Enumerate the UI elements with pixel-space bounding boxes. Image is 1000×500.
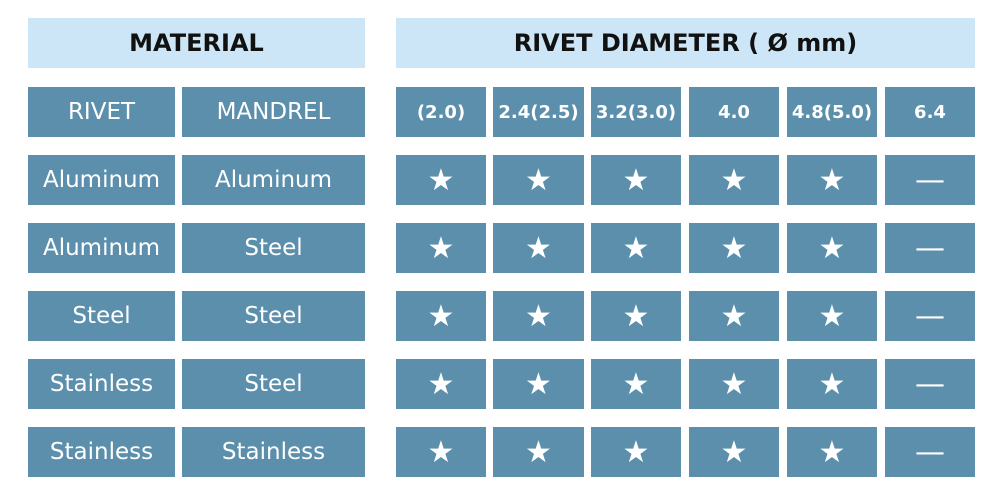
compatibility-cell: ★ bbox=[396, 223, 486, 273]
compatibility-cell: ★ bbox=[396, 155, 486, 205]
material-cell: Steel bbox=[28, 291, 175, 341]
compatibility-cell: ★ bbox=[493, 223, 584, 273]
compatibility-cell: ★ bbox=[689, 359, 779, 409]
material-cell: Aluminum bbox=[28, 155, 175, 205]
column-header: (2.0) bbox=[396, 87, 486, 137]
material-cell: Stainless bbox=[28, 359, 175, 409]
compatibility-cell: ★ bbox=[396, 291, 486, 341]
compatibility-cell: ★ bbox=[787, 291, 877, 341]
compatibility-cell: ★ bbox=[689, 291, 779, 341]
material-cell: Steel bbox=[182, 359, 365, 409]
compatibility-cell: ★ bbox=[591, 427, 681, 477]
diameter-header: RIVET DIAMETER ( Ø mm) bbox=[396, 18, 975, 68]
compatibility-cell: ★ bbox=[591, 155, 681, 205]
compatibility-cell: — bbox=[885, 359, 975, 409]
column-header: 3.2(3.0) bbox=[591, 87, 681, 137]
column-header: MANDREL bbox=[182, 87, 365, 137]
compatibility-cell: ★ bbox=[689, 427, 779, 477]
material-cell: Steel bbox=[182, 291, 365, 341]
compatibility-cell: ★ bbox=[493, 359, 584, 409]
compatibility-cell: ★ bbox=[689, 223, 779, 273]
compatibility-cell: ★ bbox=[689, 155, 779, 205]
compatibility-cell: ★ bbox=[787, 155, 877, 205]
compatibility-cell: ★ bbox=[591, 291, 681, 341]
compatibility-cell: — bbox=[885, 155, 975, 205]
compatibility-cell: ★ bbox=[396, 359, 486, 409]
compatibility-cell: ★ bbox=[493, 155, 584, 205]
compatibility-cell: ★ bbox=[787, 359, 877, 409]
column-header: 6.4 bbox=[885, 87, 975, 137]
compatibility-cell: — bbox=[885, 291, 975, 341]
material-cell: Aluminum bbox=[182, 155, 365, 205]
column-header: RIVET bbox=[28, 87, 175, 137]
column-header: 4.0 bbox=[689, 87, 779, 137]
compatibility-cell: ★ bbox=[396, 427, 486, 477]
material-cell: Stainless bbox=[182, 427, 365, 477]
material-cell: Stainless bbox=[28, 427, 175, 477]
column-header: 2.4(2.5) bbox=[493, 87, 584, 137]
compatibility-cell: ★ bbox=[493, 427, 584, 477]
column-header: 4.8(5.0) bbox=[787, 87, 877, 137]
compatibility-cell: ★ bbox=[787, 427, 877, 477]
compatibility-cell: — bbox=[885, 427, 975, 477]
material-header: MATERIAL bbox=[28, 18, 365, 68]
compatibility-cell: ★ bbox=[787, 223, 877, 273]
compatibility-cell: ★ bbox=[591, 223, 681, 273]
material-cell: Aluminum bbox=[28, 223, 175, 273]
material-cell: Steel bbox=[182, 223, 365, 273]
compatibility-cell: ★ bbox=[591, 359, 681, 409]
compatibility-cell: ★ bbox=[493, 291, 584, 341]
compatibility-cell: — bbox=[885, 223, 975, 273]
